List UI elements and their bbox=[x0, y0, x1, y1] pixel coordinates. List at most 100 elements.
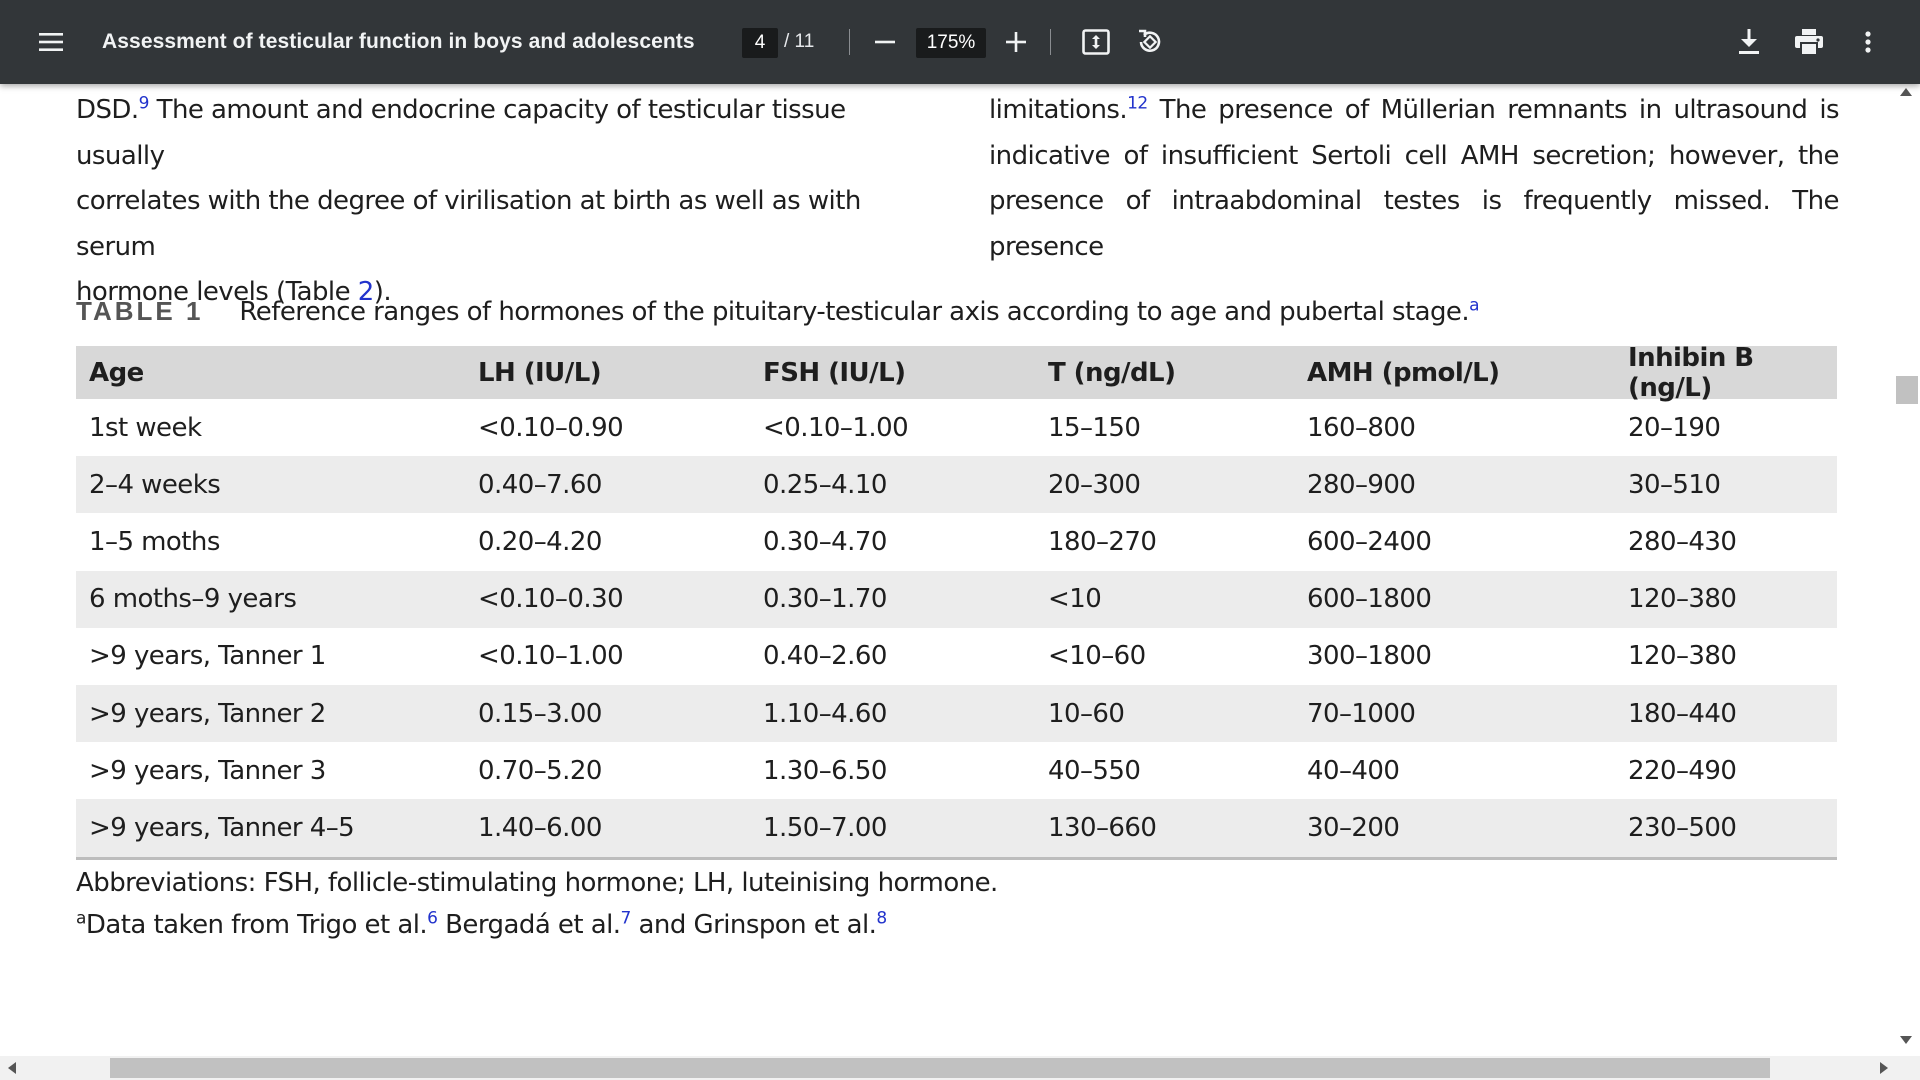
text-line: hormone levels (Table 2). bbox=[76, 277, 392, 307]
column-header: LH (IU/L) bbox=[478, 357, 602, 388]
table-cell: <0.10–1.00 bbox=[763, 412, 909, 443]
scroll-up-arrow-icon[interactable] bbox=[1900, 88, 1912, 96]
table-cell: 1.40–6.00 bbox=[478, 812, 602, 843]
text-line: correlates with the degree of virilisati… bbox=[76, 186, 861, 262]
table-cell: 1.30–6.50 bbox=[763, 755, 887, 786]
table-cell: 280–900 bbox=[1307, 469, 1416, 500]
table-cell: 180–270 bbox=[1048, 526, 1157, 557]
footnote-marker: a bbox=[76, 908, 86, 929]
table-cell: 15–150 bbox=[1048, 412, 1141, 443]
table-cell: 40–550 bbox=[1048, 755, 1141, 786]
toolbar-divider bbox=[1050, 29, 1051, 55]
table-cell: <10–60 bbox=[1048, 641, 1146, 672]
pdf-toolbar: Assessment of testicular function in boy… bbox=[0, 0, 1920, 84]
table-cell: 0.70–5.20 bbox=[478, 755, 602, 786]
citation-link[interactable]: 7 bbox=[620, 908, 632, 929]
table-cell: 2–4 weeks bbox=[89, 469, 221, 500]
table-link[interactable]: 2 bbox=[357, 277, 375, 307]
table-cell: >9 years, Tanner 4–5 bbox=[89, 812, 355, 843]
column-header: Inhibin B (ng/L) bbox=[1628, 342, 1754, 403]
citation-link[interactable]: 8 bbox=[876, 908, 887, 929]
table-cell: 10–60 bbox=[1048, 698, 1125, 729]
table-cell: 120–380 bbox=[1628, 584, 1737, 615]
document-title: Assessment of testicular function in boy… bbox=[102, 30, 695, 53]
table-row: 6 moths–9 years <0.10–0.30 0.30–1.70 <10… bbox=[76, 570, 1837, 628]
table-footnote: aData taken from Trigo et al.6 Bergadá e… bbox=[76, 908, 887, 940]
table-abbreviations: Abbreviations: FSH, follicle-stimulating… bbox=[76, 868, 998, 898]
zoom-level-input[interactable]: 175% bbox=[916, 28, 986, 58]
print-icon[interactable] bbox=[1793, 0, 1825, 84]
citation-link[interactable]: 6 bbox=[427, 908, 438, 929]
fit-page-icon[interactable] bbox=[1080, 0, 1112, 84]
hamburger-menu-icon[interactable] bbox=[36, 0, 66, 84]
reference-ranges-table: Age LH (IU/L) FSH (IU/L) T (ng/dL) AMH (… bbox=[76, 343, 1837, 860]
more-options-icon[interactable] bbox=[1856, 0, 1880, 84]
table-cell: 600–2400 bbox=[1307, 526, 1432, 557]
table-cell: 70–1000 bbox=[1307, 698, 1416, 729]
table-cell: 0.20–4.20 bbox=[478, 526, 602, 557]
table-cell: 600–1800 bbox=[1307, 584, 1432, 615]
text-line: limitations.12 The presence of Müllerian… bbox=[989, 93, 1840, 125]
table-row: >9 years, Tanner 1 <0.10–1.00 0.40–2.60 … bbox=[76, 628, 1837, 685]
table-cell: 0.25–4.10 bbox=[763, 469, 887, 500]
column-header: AMH (pmol/L) bbox=[1307, 357, 1500, 388]
table-cell: 130–660 bbox=[1048, 812, 1157, 843]
table-row: 2–4 weeks 0.40–7.60 0.25–4.10 20–300 280… bbox=[76, 456, 1837, 514]
table-cell: 20–190 bbox=[1628, 412, 1721, 443]
caption-footnote-link[interactable]: a bbox=[1469, 295, 1479, 316]
right-column-text: limitations.12 The presence of Müllerian… bbox=[989, 88, 1840, 270]
table-cell: 1st week bbox=[89, 412, 202, 443]
table-cell: <0.10–1.00 bbox=[478, 641, 624, 672]
table-caption: TABLE 1 Reference ranges of hormones of t… bbox=[76, 296, 1836, 327]
column-header: FSH (IU/L) bbox=[763, 357, 906, 388]
table-cell: >9 years, Tanner 1 bbox=[89, 641, 326, 672]
table-row: 1–5 moths 0.20–4.20 0.30–4.70 180–270 60… bbox=[76, 513, 1837, 570]
table-label: TABLE 1 bbox=[76, 296, 204, 326]
citation-link[interactable]: 12 bbox=[1127, 93, 1148, 114]
text-line: DSD.9 The amount and endocrine capacity … bbox=[76, 93, 846, 171]
zoom-in-icon[interactable] bbox=[1001, 0, 1031, 84]
table-cell: 20–300 bbox=[1048, 469, 1141, 500]
table-cell: 220–490 bbox=[1628, 755, 1737, 786]
horizontal-scroll-thumb[interactable] bbox=[110, 1058, 1770, 1078]
table-cell: 0.30–4.70 bbox=[763, 526, 887, 557]
table-cell: 180–440 bbox=[1628, 698, 1737, 729]
page-total: / 11 bbox=[784, 31, 815, 52]
table-row: 1st week <0.10–0.90 <0.10–1.00 15–150 16… bbox=[76, 399, 1837, 456]
vertical-scroll-thumb[interactable] bbox=[1896, 376, 1918, 404]
rotate-icon[interactable] bbox=[1133, 0, 1167, 84]
table-cell: 1.50–7.00 bbox=[763, 812, 887, 843]
scroll-left-arrow-icon[interactable] bbox=[8, 1062, 16, 1074]
table-cell: 40–400 bbox=[1307, 755, 1400, 786]
table-cell: 6 moths–9 years bbox=[89, 584, 297, 615]
page-number-input[interactable]: 4 bbox=[742, 28, 778, 58]
table-cell: 0.15–3.00 bbox=[478, 698, 602, 729]
table-cell: 1.10–4.60 bbox=[763, 698, 887, 729]
table-row: >9 years, Tanner 4–5 1.40–6.00 1.50–7.00… bbox=[76, 799, 1837, 857]
left-column-text: DSD.9 The amount and endocrine capacity … bbox=[76, 88, 936, 316]
scroll-down-arrow-icon[interactable] bbox=[1900, 1036, 1912, 1044]
text-line: presence of intraabdominal testes is fre… bbox=[989, 186, 1840, 262]
table-row: >9 years, Tanner 3 0.70–5.20 1.30–6.50 4… bbox=[76, 742, 1837, 799]
table-cell: 160–800 bbox=[1307, 412, 1416, 443]
column-header: Age bbox=[89, 357, 144, 388]
table-cell: 30–510 bbox=[1628, 469, 1721, 500]
table-header-row: Age LH (IU/L) FSH (IU/L) T (ng/dL) AMH (… bbox=[76, 343, 1837, 403]
scroll-right-arrow-icon[interactable] bbox=[1880, 1062, 1888, 1074]
column-header: T (ng/dL) bbox=[1048, 357, 1176, 388]
table-cell: 280–430 bbox=[1628, 526, 1737, 557]
table-cell: 0.40–7.60 bbox=[478, 469, 602, 500]
text-line: indicative of insufficient Sertoli cell … bbox=[989, 140, 1840, 171]
zoom-out-icon[interactable] bbox=[870, 0, 900, 84]
table-cell: >9 years, Tanner 3 bbox=[89, 755, 326, 786]
table-cell: 30–200 bbox=[1307, 812, 1400, 843]
table-row: >9 years, Tanner 2 0.15–3.00 1.10–4.60 1… bbox=[76, 684, 1837, 743]
vertical-scrollbar[interactable] bbox=[1894, 84, 1920, 1056]
caption-text: Reference ranges of hormones of the pitu… bbox=[239, 297, 1470, 327]
table-cell: 120–380 bbox=[1628, 641, 1737, 672]
table-cell: 0.40–2.60 bbox=[763, 641, 887, 672]
table-cell: 0.30–1.70 bbox=[763, 584, 887, 615]
table-cell: 1–5 moths bbox=[89, 526, 220, 557]
download-icon[interactable] bbox=[1734, 0, 1764, 84]
citation-link[interactable]: 9 bbox=[138, 93, 150, 114]
